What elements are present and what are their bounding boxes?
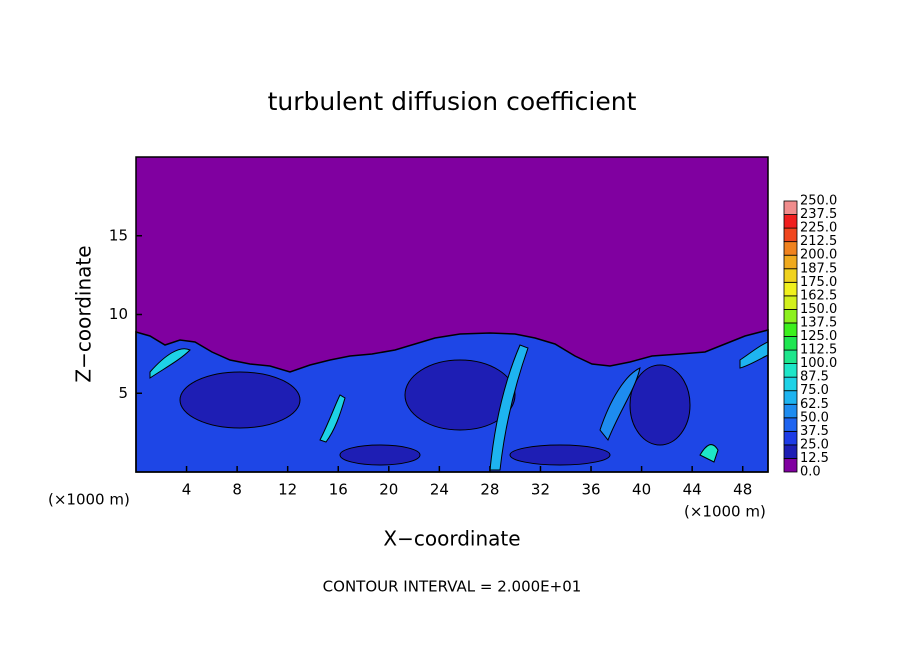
contour-streak bbox=[699, 444, 719, 463]
chart-title: turbulent diffusion coefficient bbox=[268, 87, 637, 116]
colorbar-label: 0.0 bbox=[800, 465, 821, 480]
colorbar-box bbox=[783, 281, 798, 297]
colorbar-box bbox=[783, 363, 798, 378]
colorbar-box bbox=[783, 430, 798, 446]
colorbar-label: 200.0 bbox=[800, 248, 837, 263]
colorbar-box bbox=[783, 308, 798, 324]
colorbar-box bbox=[783, 268, 798, 283]
colorbar-label: 100.0 bbox=[800, 356, 837, 371]
colorbar-box bbox=[783, 241, 798, 256]
y-tick-label: 10 bbox=[109, 305, 128, 323]
colorbar-label: 175.0 bbox=[800, 275, 837, 290]
colorbar-label: 12.5 bbox=[800, 451, 829, 466]
y-axis-label: Z−coordinate bbox=[72, 245, 96, 382]
x-tick-label: 28 bbox=[480, 481, 499, 499]
contour-region bbox=[404, 359, 516, 431]
colorbar-box bbox=[783, 227, 798, 243]
colorbar-box bbox=[783, 403, 798, 419]
colorbar-label: 112.5 bbox=[800, 343, 837, 358]
contour-region bbox=[339, 444, 421, 466]
colorbar-label: 212.5 bbox=[800, 234, 837, 249]
x-tick-label: 48 bbox=[733, 481, 752, 499]
colorbar-label: 50.0 bbox=[800, 410, 829, 425]
colorbar-label: 87.5 bbox=[800, 370, 829, 385]
x-tick-label: 12 bbox=[278, 481, 297, 499]
colorbar-label: 250.0 bbox=[800, 194, 837, 209]
field bbox=[135, 156, 769, 473]
contour-region bbox=[509, 444, 611, 466]
colorbar-box bbox=[783, 458, 798, 473]
x-tick-label: 16 bbox=[329, 481, 348, 499]
footnote: CONTOUR INTERVAL = 2.000E+01 bbox=[323, 578, 582, 596]
colorbar-box bbox=[783, 390, 798, 405]
contour-streak bbox=[599, 367, 641, 441]
x-tick-label: 24 bbox=[430, 481, 449, 499]
colorbar-box bbox=[783, 254, 798, 270]
colorbar-label: 162.5 bbox=[800, 288, 837, 303]
colorbar-label: 150.0 bbox=[800, 302, 837, 317]
colorbar-box bbox=[783, 322, 798, 337]
x-tick-label: 32 bbox=[531, 481, 550, 499]
contour-region bbox=[629, 364, 691, 446]
x-tick-label: 4 bbox=[182, 481, 192, 499]
colorbar-label: 37.5 bbox=[800, 424, 829, 439]
x-unit-label: (×1000 m) bbox=[684, 503, 766, 521]
colorbar-label: 137.5 bbox=[800, 315, 837, 330]
contour-region bbox=[179, 371, 301, 429]
colorbar-box bbox=[783, 417, 798, 432]
colorbar-label: 75.0 bbox=[800, 383, 829, 398]
colorbar-box bbox=[783, 376, 798, 392]
contour-streak bbox=[489, 344, 529, 471]
colorbar-box bbox=[783, 200, 798, 215]
colorbar-box bbox=[783, 295, 798, 310]
colorbar-label: 25.0 bbox=[800, 437, 829, 452]
x-tick-label: 8 bbox=[232, 481, 242, 499]
colorbar-box bbox=[783, 214, 798, 229]
colorbar-label: 237.5 bbox=[800, 207, 837, 222]
x-unit-label: (×1000 m) bbox=[48, 491, 130, 509]
contour-streak bbox=[319, 394, 346, 443]
x-tick-label: 20 bbox=[379, 481, 398, 499]
colorbar-label: 62.5 bbox=[800, 397, 829, 412]
x-tick-label: 44 bbox=[683, 481, 702, 499]
y-tick-label: 15 bbox=[109, 226, 128, 244]
x-axis-label: X−coordinate bbox=[383, 527, 520, 551]
colorbar-box bbox=[783, 336, 798, 351]
colorbar-label: 125.0 bbox=[800, 329, 837, 344]
colorbar-box bbox=[783, 349, 798, 364]
colorbar-label: 225.0 bbox=[800, 221, 837, 236]
x-tick-label: 40 bbox=[632, 481, 651, 499]
colorbar-label: 187.5 bbox=[800, 261, 837, 276]
contour-streak bbox=[149, 348, 191, 379]
colorbar-box bbox=[783, 444, 798, 459]
x-tick-label: 36 bbox=[581, 481, 600, 499]
y-tick-label: 5 bbox=[118, 384, 128, 402]
